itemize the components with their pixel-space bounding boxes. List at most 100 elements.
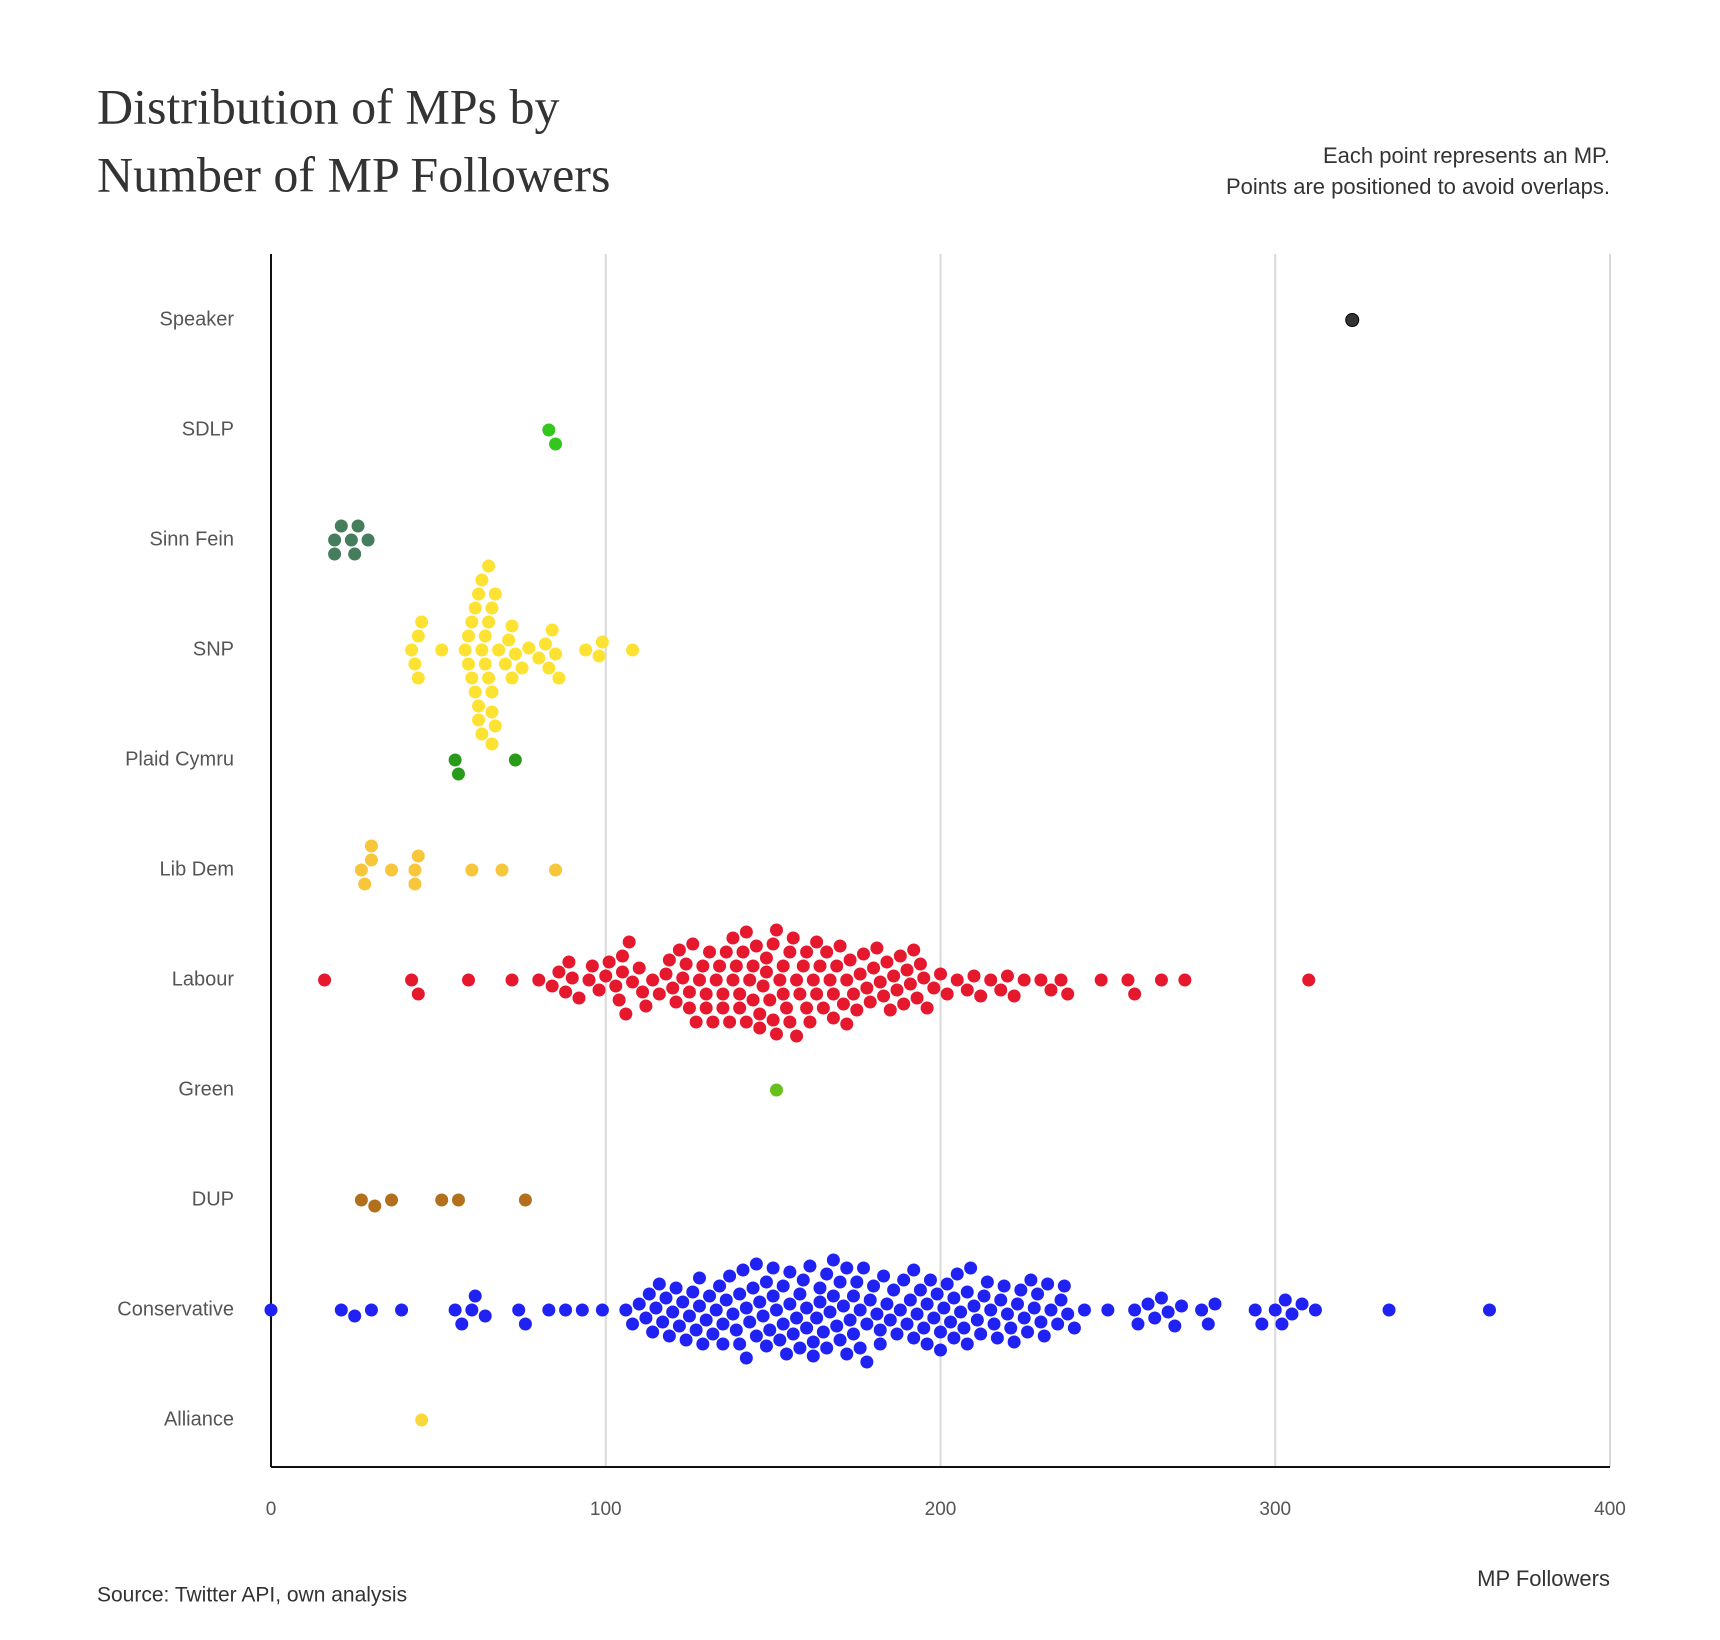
mp-dot [328,533,342,547]
mp-dot [408,863,422,877]
mp-dot [1255,1317,1269,1331]
mp-dot [840,1347,854,1361]
mp-dot [465,1303,479,1317]
mp-dot [756,979,770,993]
mp-dot [883,1003,897,1017]
mp-dot [1278,1293,1292,1307]
mp-dot [739,1015,753,1029]
mp-dot [813,959,827,973]
mp-dot [1161,1305,1175,1319]
mp-dot [676,971,690,985]
mp-dot [997,1279,1011,1293]
mp-dot [532,973,546,987]
mp-dot [599,969,613,983]
mp-dot [743,1315,757,1329]
mp-dot [897,1273,911,1287]
mp-dot [870,941,884,955]
mp-dot [980,1275,994,1289]
mp-dot [552,965,566,979]
mp-dot [937,1301,951,1315]
mp-dot [853,1303,867,1317]
mp-dot [562,955,576,969]
mp-dot [793,1341,807,1355]
mp-dot [863,995,877,1009]
mp-dot [488,719,502,733]
mp-dot [626,1317,640,1331]
mp-dot [411,849,425,863]
x-tick-label: 400 [1594,1499,1626,1520]
mp-dot [716,987,730,1001]
mp-dot [1010,1297,1024,1311]
mp-dot [515,661,529,675]
mp-dot [826,1011,840,1025]
mp-dot [385,1193,399,1207]
mp-dot [615,965,629,979]
mp-dot [1201,1317,1215,1331]
mp-dot [682,985,696,999]
mp-dot [790,973,804,987]
mp-dot [351,519,365,533]
mp-dot [783,1265,797,1279]
category-label: Plaid Cymru [125,748,234,770]
mp-dot [696,959,710,973]
mp-dot [846,987,860,1001]
mp-dot [652,1277,666,1291]
mp-dot [736,1263,750,1277]
mp-dot [810,987,824,1001]
mp-dot [950,1267,964,1281]
mp-dot [719,945,733,959]
mp-dot [545,623,559,637]
mp-dot [656,1315,670,1329]
mp-dot [666,1305,680,1319]
mp-dot [840,1261,854,1275]
mp-dot [703,945,717,959]
mp-dot [790,1029,804,1043]
mp-dot [783,1297,797,1311]
mp-dot [1345,313,1360,327]
mp-dot [934,1325,947,1339]
mp-dot [1128,987,1142,1001]
mp-dot [408,877,422,891]
mp-dot [786,931,800,945]
mp-dot [676,1295,690,1309]
mp-dot [579,643,593,657]
mp-dot [669,995,683,1009]
mp-dot [863,1293,877,1307]
mp-dot [692,1299,706,1313]
mp-dot [820,1267,834,1281]
mp-dot [361,533,375,547]
mp-dot [893,1303,907,1317]
mp-dot [358,877,372,891]
mp-dot [264,1303,278,1317]
mp-dot [364,839,378,853]
mp-dot [686,1285,700,1299]
mp-dot [769,1083,783,1097]
mp-dot [669,1281,683,1295]
mp-dot [830,959,844,973]
mp-dot [749,1329,763,1343]
mp-dot [907,943,921,957]
mp-dot [1057,1279,1071,1293]
mp-dot [485,601,499,615]
mp-dot [716,1001,730,1015]
mp-dot [572,991,586,1005]
mp-dot [850,1275,864,1289]
mp-dot [619,1303,633,1317]
mp-dot [334,519,348,533]
mp-dot [994,983,1008,997]
mp-dot [850,1003,864,1017]
mp-dot [696,1337,710,1351]
mp-dot [1024,1273,1038,1287]
mp-dot [833,1333,847,1347]
mp-dot [559,1303,573,1317]
mp-dot [927,981,941,995]
mp-dot [887,1283,901,1297]
mp-dot [739,925,753,939]
mp-dot [542,661,556,675]
mp-dot [632,961,646,975]
mp-dot [1154,973,1168,987]
mp-dot [749,1257,763,1271]
mp-dot [780,1001,794,1015]
mp-dot [472,587,486,601]
mp-dot [415,615,429,629]
